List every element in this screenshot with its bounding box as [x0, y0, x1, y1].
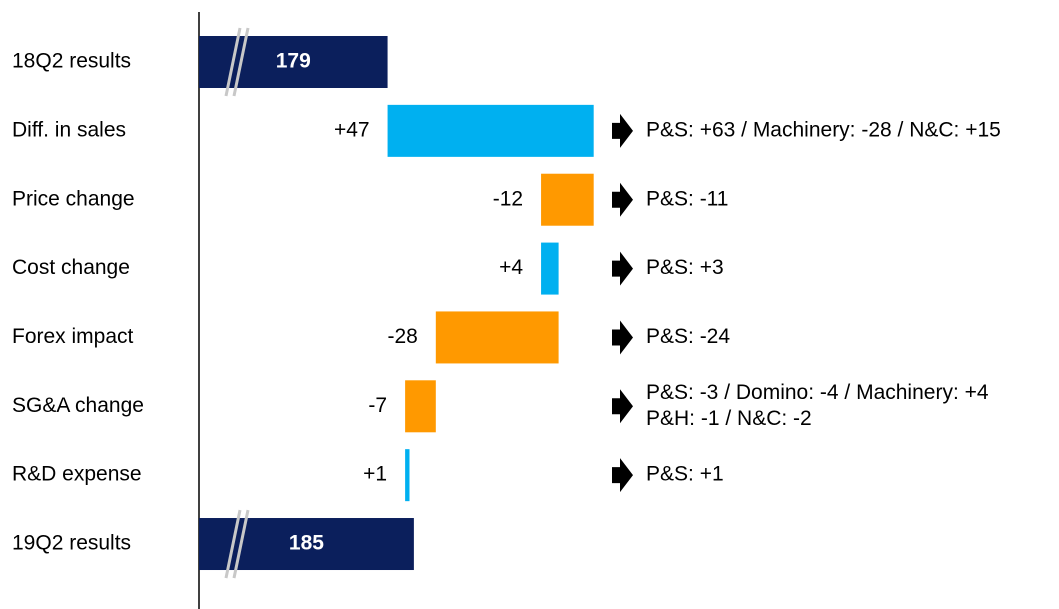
axis-break [224, 27, 242, 97]
axis-break [224, 509, 242, 579]
axis-break [232, 27, 250, 97]
value-label: +4 [499, 256, 523, 279]
delta-bar [435, 311, 559, 364]
value-label: 179 [276, 50, 311, 73]
value-label: -28 [387, 325, 417, 348]
value-label: 185 [289, 532, 324, 555]
category-label: Cost change [12, 256, 130, 279]
category-label: 19Q2 results [12, 532, 131, 555]
annotation: P&H: -1 / N&C: -2 [646, 407, 812, 430]
delta-bar [541, 173, 594, 226]
arrow [612, 251, 633, 286]
arrow [612, 320, 633, 355]
category-label: Forex impact [12, 325, 134, 348]
annotation: P&S: -11 [646, 187, 728, 210]
annotation: P&S: -3 / Domino: -4 / Machinery: +4 [646, 381, 989, 404]
total-bar [199, 518, 414, 571]
category-label: SG&A change [12, 394, 144, 417]
value-label: -12 [493, 187, 523, 210]
arrow [612, 113, 633, 148]
category-label: Price change [12, 187, 135, 210]
arrow [612, 389, 633, 424]
category-label: 18Q2 results [12, 50, 131, 73]
annotation: P&S: +1 [646, 463, 724, 486]
annotation: P&S: -24 [646, 325, 730, 348]
annotation: P&S: +63 / Machinery: -28 / N&C: +15 [646, 118, 1001, 141]
delta-bar [541, 242, 559, 295]
annotation: P&S: +3 [646, 256, 724, 279]
value-label: -7 [368, 394, 387, 417]
delta-bar [405, 449, 410, 502]
arrow [612, 182, 633, 217]
axis-break [232, 509, 250, 579]
value-label: +47 [334, 118, 370, 141]
delta-bar [405, 380, 436, 433]
value-label: +1 [363, 463, 387, 486]
delta-bar [387, 104, 594, 157]
category-label: R&D expense [12, 463, 142, 486]
category-label: Diff. in sales [12, 118, 126, 141]
arrow [612, 458, 633, 493]
